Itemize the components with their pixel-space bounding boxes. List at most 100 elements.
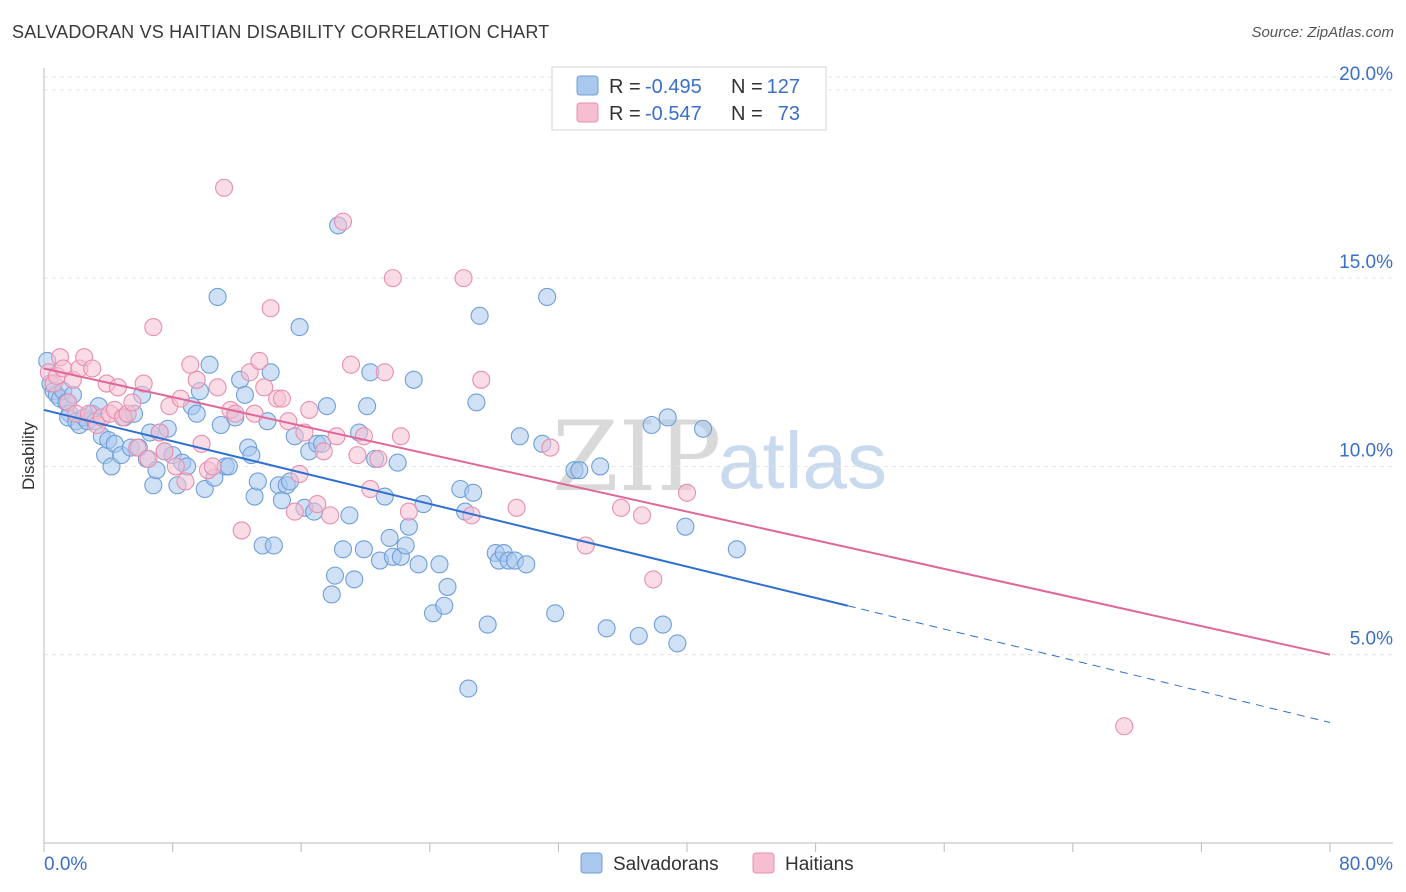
legend-n-value-2: 73 (778, 103, 800, 125)
salvadoran-trend-extension (847, 605, 1331, 723)
watermark-atlas: atlas (718, 416, 887, 505)
salvadoran-point (570, 461, 589, 480)
salvadoran-point (248, 472, 267, 491)
data-points (38, 178, 1134, 736)
haitian-point (644, 570, 663, 589)
legend-n-value-1: 127 (767, 76, 800, 98)
haitian-point (166, 457, 185, 476)
salvadoran-point (340, 506, 359, 525)
salvadoran-point (317, 397, 336, 416)
haitian-point (1115, 717, 1134, 736)
haitian-point (144, 318, 163, 337)
haitian-point (399, 502, 418, 521)
watermark: ZIP atlas (552, 401, 887, 513)
bottom-legend-label-haitians: Haitians (785, 854, 854, 875)
haitian-point (308, 495, 327, 514)
salvadoran-trend-line (43, 408, 848, 607)
legend-n-label-1: N = (731, 76, 763, 98)
y-tick-label: 15.0% (1339, 252, 1393, 273)
salvadoran-point (333, 540, 353, 559)
haitian-point (472, 370, 491, 389)
salvadoran-point (653, 615, 672, 634)
salvadoran-point (546, 604, 565, 623)
salvadoran-point (245, 487, 264, 506)
salvadoran-point (264, 536, 283, 555)
y-tick-label: 10.0% (1339, 440, 1393, 461)
salvadoran-point (658, 408, 677, 427)
trend-lines (43, 367, 1331, 723)
x-tick-label-max: 80.0% (1339, 854, 1393, 875)
haitian-point (612, 498, 631, 517)
haitian-point (383, 269, 402, 288)
salvadoran-point (538, 287, 557, 307)
salvadoran-point (694, 419, 713, 438)
haitian-point (155, 442, 174, 461)
salvadoran-point (435, 596, 454, 615)
salvadoran-point (354, 540, 373, 559)
haitian-point (454, 269, 473, 288)
haitian-point (285, 502, 304, 521)
salvadoran-point (430, 555, 449, 574)
haitian-point (541, 438, 560, 457)
legend-n-label-2: N = (731, 103, 763, 125)
salvadoran-point (290, 318, 309, 337)
haitian-point (314, 442, 333, 461)
salvadoran-point (380, 528, 399, 548)
haitian-point (250, 351, 269, 371)
salvadoran-point (459, 679, 478, 698)
haitian-point (187, 370, 206, 389)
haitian-point (232, 521, 251, 540)
salvadoran-point (464, 483, 483, 502)
salvadoran-point (404, 370, 423, 389)
salvadoran-point (478, 615, 497, 634)
bottom-legend: Salvadorans Haitians (580, 852, 854, 875)
bottom-legend-swatch-salvadorans (580, 852, 603, 874)
salvadoran-point (261, 363, 280, 382)
salvadoran-point (325, 566, 345, 585)
legend-r-value-2: -0.547 (645, 103, 702, 125)
haitian-trend-line (43, 367, 1331, 656)
haitian-point (203, 457, 222, 476)
salvadoran-point (517, 555, 536, 574)
chart-source: Source: ZipAtlas.com (1251, 24, 1394, 41)
haitian-point (123, 393, 142, 412)
haitian-point (176, 472, 195, 491)
salvadoran-point (727, 540, 746, 559)
salvadoran-point (208, 287, 227, 307)
y-tick-label: 5.0% (1350, 629, 1393, 650)
haitian-point (327, 427, 346, 446)
legend-r-value-1: -0.495 (645, 76, 702, 98)
bottom-legend-swatch-haitians (752, 852, 775, 874)
haitian-point (677, 483, 697, 502)
haitian-point (83, 359, 102, 378)
salvadoran-point (642, 415, 661, 435)
haitian-point (128, 438, 147, 457)
legend-r-label-1: R = (609, 76, 641, 98)
salvadoran-point (345, 570, 364, 589)
axes: 5.0% 10.0% 15.0% 20.0% (43, 64, 1393, 852)
salvadoran-point (597, 619, 616, 638)
salvadoran-point (409, 555, 428, 574)
salvadoran-point (211, 415, 230, 435)
legend-r-label-2: R = (609, 103, 641, 125)
haitian-point (108, 378, 127, 397)
watermark-zip: ZIP (552, 401, 721, 513)
salvadoran-point (187, 404, 206, 423)
salvadoran-point (219, 457, 238, 476)
haitian-point (341, 355, 361, 374)
x-tick-label-min: 0.0% (44, 854, 87, 875)
haitian-point (354, 427, 373, 446)
salvadoran-point (144, 476, 163, 495)
haitian-point (333, 212, 353, 231)
haitian-point (300, 400, 319, 419)
haitian-point (134, 374, 153, 393)
haitian-point (321, 506, 340, 525)
haitian-point (214, 178, 234, 197)
haitian-point (139, 449, 158, 468)
legend-swatch-haitians (576, 102, 599, 123)
salvadoran-point (510, 427, 529, 446)
salvadoran-point (591, 457, 610, 476)
salvadoran-point (676, 517, 695, 536)
salvadoran-point (467, 393, 486, 412)
